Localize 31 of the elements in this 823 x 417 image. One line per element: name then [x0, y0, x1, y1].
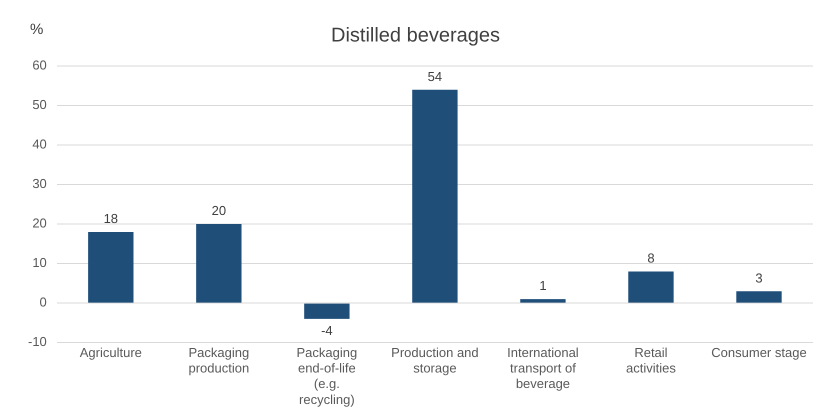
data-label: 54 — [428, 68, 442, 84]
y-tick-label: 40 — [32, 136, 47, 152]
y-tick-label: 0 — [40, 294, 47, 310]
y-tick-label: -10 — [28, 334, 47, 350]
x-tick-label: Production and storage — [391, 344, 479, 376]
y-tick-label: 60 — [32, 58, 47, 73]
data-label: 3 — [755, 270, 763, 286]
bar — [304, 304, 350, 319]
y-tick-label: 10 — [32, 255, 47, 270]
x-tick-label: Consumer stage — [711, 344, 807, 360]
bar — [736, 291, 782, 303]
y-tick-label: 50 — [32, 97, 47, 112]
x-tick-label: International transport of beverage — [507, 344, 579, 392]
bar — [196, 224, 242, 303]
x-tick-label: Packaging end-of-life (e.g. recycling) — [296, 344, 358, 407]
bar — [628, 271, 674, 303]
bar — [520, 299, 566, 303]
bar — [412, 90, 458, 303]
data-label: -4 — [321, 322, 333, 338]
y-tick-label: 30 — [32, 176, 47, 192]
data-label: 8 — [647, 250, 655, 266]
y-axis-title: % — [30, 21, 44, 38]
x-tick-label: Retail activities — [626, 344, 676, 376]
y-tick-label: 20 — [32, 216, 47, 231]
bar — [88, 232, 134, 303]
data-label: 20 — [212, 203, 226, 218]
data-label: 18 — [104, 211, 118, 226]
data-label: 1 — [539, 278, 547, 294]
x-tick-label: Packaging production — [188, 344, 250, 376]
x-tick-label: Agriculture — [80, 344, 142, 360]
chart-title: Distilled beverages — [331, 24, 500, 47]
